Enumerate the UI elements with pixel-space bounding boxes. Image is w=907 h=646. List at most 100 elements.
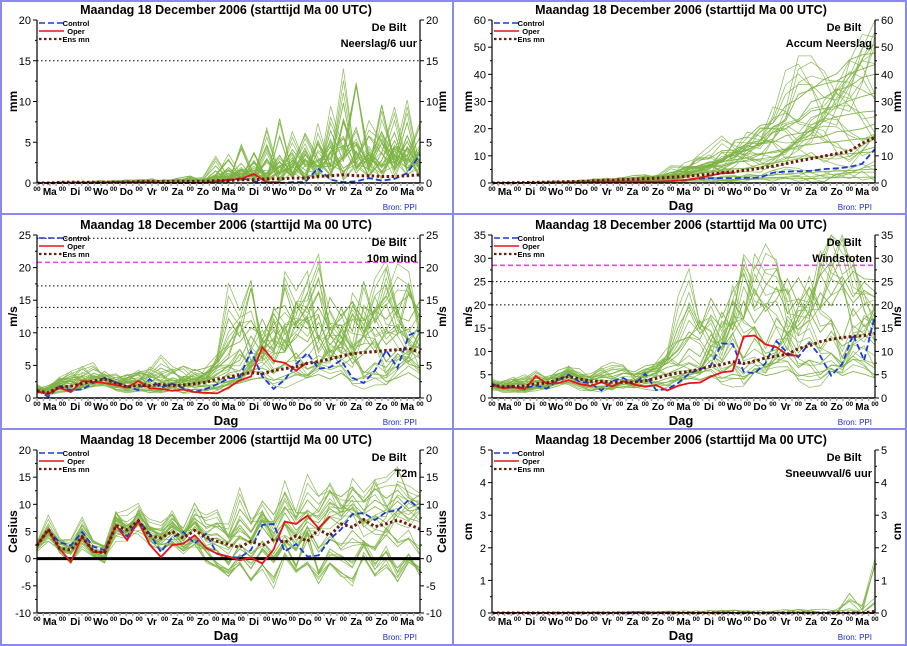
x-day-label: Ma (677, 187, 691, 198)
x-hour-label: 00 (769, 401, 777, 408)
legend-label: Control (63, 19, 90, 28)
ensemble-member-line (491, 275, 876, 387)
x-day-label: Vr (326, 402, 336, 413)
x-day-label: Zo (376, 617, 388, 628)
legend-label: Oper (67, 242, 85, 251)
source-label: Bron: PPI (383, 418, 417, 427)
x-hour-label: 00 (539, 616, 547, 623)
ensemble-member-line (492, 33, 876, 184)
x-hour-label: 00 (539, 186, 547, 193)
y-tick-label-left: 30 (474, 253, 486, 265)
x-day-label: Di (249, 187, 259, 198)
x-hour-label: 00 (718, 616, 726, 623)
y-tick-label-right: -10 (426, 608, 442, 620)
ensemble-member-line (491, 237, 876, 390)
x-day-label: Za (627, 402, 639, 413)
x-day-label: Wo (93, 402, 108, 413)
ensemble-member-line (36, 263, 421, 395)
x-day-label: Ma (222, 617, 236, 628)
station-label: De Bilt (827, 22, 862, 34)
x-hour-label: 00 (591, 616, 599, 623)
x-day-label: Zo (831, 402, 843, 413)
x-day-label: Do (120, 617, 133, 628)
chart-title: Maandag 18 December 2006 (starttijd Ma 0… (80, 218, 372, 232)
legend-label: Control (518, 234, 545, 243)
x-hour-label: 00 (744, 401, 752, 408)
y-tick-label-left: 0 (480, 608, 486, 620)
y-tick-label-right: 15 (426, 56, 438, 68)
x-hour-label: 00 (514, 401, 522, 408)
x-day-label: Di (249, 617, 259, 628)
chart-neerslag: Maandag 18 December 2006 (starttijd Ma 0… (6, 3, 449, 213)
y-axis-label-left: mm (461, 91, 475, 112)
source-label: Bron: PPI (383, 633, 417, 642)
chart-panel-wind: Maandag 18 December 2006 (starttijd Ma 0… (0, 215, 452, 428)
x-hour-label: 00 (488, 616, 496, 623)
x-hour-label: 00 (718, 186, 726, 193)
legend-label: Oper (522, 457, 540, 466)
x-day-label: Do (120, 187, 133, 198)
x-hour-label: 00 (616, 401, 624, 408)
series-ens-mn (35, 517, 421, 555)
source-label: Bron: PPI (838, 418, 872, 427)
x-day-label: Di (70, 617, 80, 628)
y-tick-label-right: 20 (881, 124, 893, 136)
x-day-label: Wo (93, 187, 108, 198)
source-label: Bron: PPI (838, 203, 872, 212)
x-day-label: Wo (727, 187, 742, 198)
x-day-label: Za (172, 187, 184, 198)
x-day-label: Vr (147, 187, 157, 198)
x-hour-label: 00 (187, 616, 195, 623)
x-hour-label: 00 (161, 186, 169, 193)
ensemble-member-line (36, 510, 421, 578)
x-day-label: Zo (197, 187, 209, 198)
y-tick-label-right: 25 (881, 277, 893, 289)
variable-label: Accum Neerslag (786, 38, 872, 50)
x-day-label: Ma (43, 187, 57, 198)
x-day-label: Di (525, 617, 535, 628)
x-day-label: Zo (197, 617, 209, 628)
x-hour-label: 00 (820, 616, 828, 623)
x-hour-label: 00 (314, 616, 322, 623)
x-hour-label: 00 (340, 401, 348, 408)
y-tick-label-left: 10 (474, 151, 486, 163)
x-hour-label: 00 (391, 401, 399, 408)
x-hour-label: 00 (667, 616, 675, 623)
y-tick-label-left: 15 (474, 323, 486, 335)
y-tick-label-left: 5 (480, 370, 486, 382)
panel-divider-vertical (452, 0, 454, 646)
x-day-label: Vr (147, 402, 157, 413)
x-hour-label: 00 (693, 401, 701, 408)
y-tick-label-right: 5 (881, 370, 887, 382)
x-day-label: Zo (652, 187, 664, 198)
x-day-label: Za (350, 187, 362, 198)
x-day-label: Ma (222, 187, 236, 198)
x-hour-label: 00 (212, 401, 220, 408)
x-day-label: Zo (652, 617, 664, 628)
x-day-label: Wo (548, 187, 563, 198)
ensemble-member-line (37, 84, 421, 184)
x-day-label: Di (525, 402, 535, 413)
chart-title: Maandag 18 December 2006 (starttijd Ma 0… (535, 218, 827, 232)
y-tick-label-right: 25 (426, 230, 438, 242)
x-day-label: Wo (272, 617, 287, 628)
x-hour-label: 00 (820, 401, 828, 408)
ensemble-member-line (491, 255, 876, 388)
x-hour-label: 00 (84, 186, 92, 193)
x-day-label: Wo (272, 402, 287, 413)
x-hour-label: 00 (110, 616, 118, 623)
series-ens-mn (491, 331, 876, 389)
station-label: De Bilt (372, 452, 407, 464)
x-day-label: Zo (376, 402, 388, 413)
station-label: De Bilt (372, 22, 407, 34)
ensemble-member-line (492, 563, 876, 614)
x-day-label: Ma (855, 617, 869, 628)
x-hour-label: 00 (539, 401, 547, 408)
x-day-label: Za (350, 617, 362, 628)
x-hour-label: 00 (488, 186, 496, 193)
y-tick-label-left: 0 (25, 393, 31, 405)
x-day-label: Do (120, 402, 133, 413)
y-tick-label-left: 35 (474, 230, 486, 242)
y-tick-label-left: 20 (19, 263, 31, 275)
ensemble-member-line (491, 284, 876, 387)
